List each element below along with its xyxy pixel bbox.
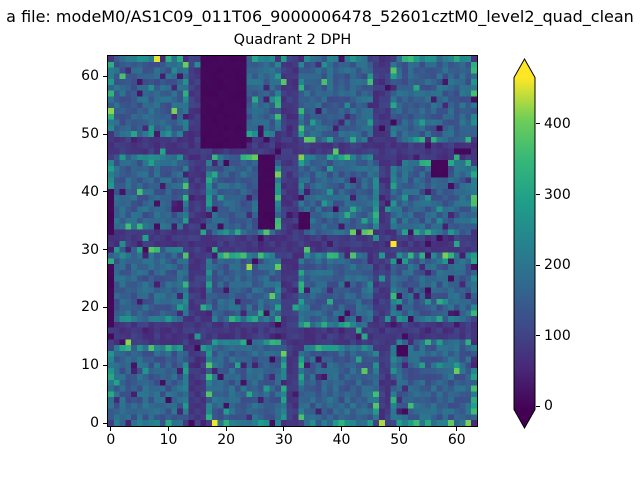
y-tick-mark — [103, 75, 107, 77]
x-tick-label: 10 — [159, 432, 178, 448]
y-tick-label: 0 — [90, 415, 99, 432]
axes-title: Quadrant 2 DPH — [233, 32, 352, 48]
y-tick-label: 50 — [81, 126, 99, 143]
colorbar-tick-label: 100 — [544, 327, 571, 344]
x-tick-mark — [341, 427, 342, 431]
y-tick-mark — [103, 306, 107, 308]
x-tick-label: 40 — [332, 432, 351, 448]
colorbar-tick-label: 300 — [544, 186, 571, 203]
x-tick-label: 30 — [274, 432, 293, 448]
colorbar-tick-label: 400 — [544, 115, 571, 132]
colorbar-tick-mark — [536, 123, 540, 125]
colorbar — [513, 58, 536, 429]
y-tick-mark — [103, 364, 107, 366]
x-tick-mark — [283, 427, 285, 431]
suptitle: a file: modeM0/AS1C09_011T06_9000006478_… — [6, 7, 634, 26]
colorbar-tick-mark — [536, 194, 540, 196]
x-tick-mark — [398, 427, 400, 431]
y-tick-label: 40 — [81, 183, 99, 200]
colorbar-tick-label: 200 — [544, 257, 571, 274]
x-tick-mark — [110, 427, 112, 431]
x-tick-mark — [456, 427, 458, 431]
y-tick-mark — [103, 249, 107, 251]
y-tick-label: 60 — [81, 68, 99, 85]
x-tick-label: 20 — [217, 432, 236, 448]
y-tick-mark — [103, 133, 107, 135]
y-tick-mark — [103, 422, 107, 424]
x-tick-mark — [168, 427, 170, 431]
colorbar-tick-mark — [536, 405, 540, 407]
y-tick-label: 30 — [81, 241, 99, 258]
y-tick-mark — [103, 191, 107, 193]
x-tick-label: 60 — [447, 432, 466, 448]
y-tick-label: 10 — [81, 357, 99, 374]
x-tick-label: 50 — [390, 432, 409, 448]
colorbar-tick-mark — [536, 335, 540, 337]
plot-area — [107, 55, 478, 427]
colorbar-tick-mark — [536, 264, 540, 266]
colorbar-bar — [513, 58, 536, 429]
y-tick-label: 20 — [81, 299, 99, 316]
x-tick-label: 0 — [106, 432, 116, 448]
x-tick-mark — [225, 427, 227, 431]
heatmap-canvas — [108, 56, 477, 426]
colorbar-tick-label: 0 — [544, 398, 553, 415]
